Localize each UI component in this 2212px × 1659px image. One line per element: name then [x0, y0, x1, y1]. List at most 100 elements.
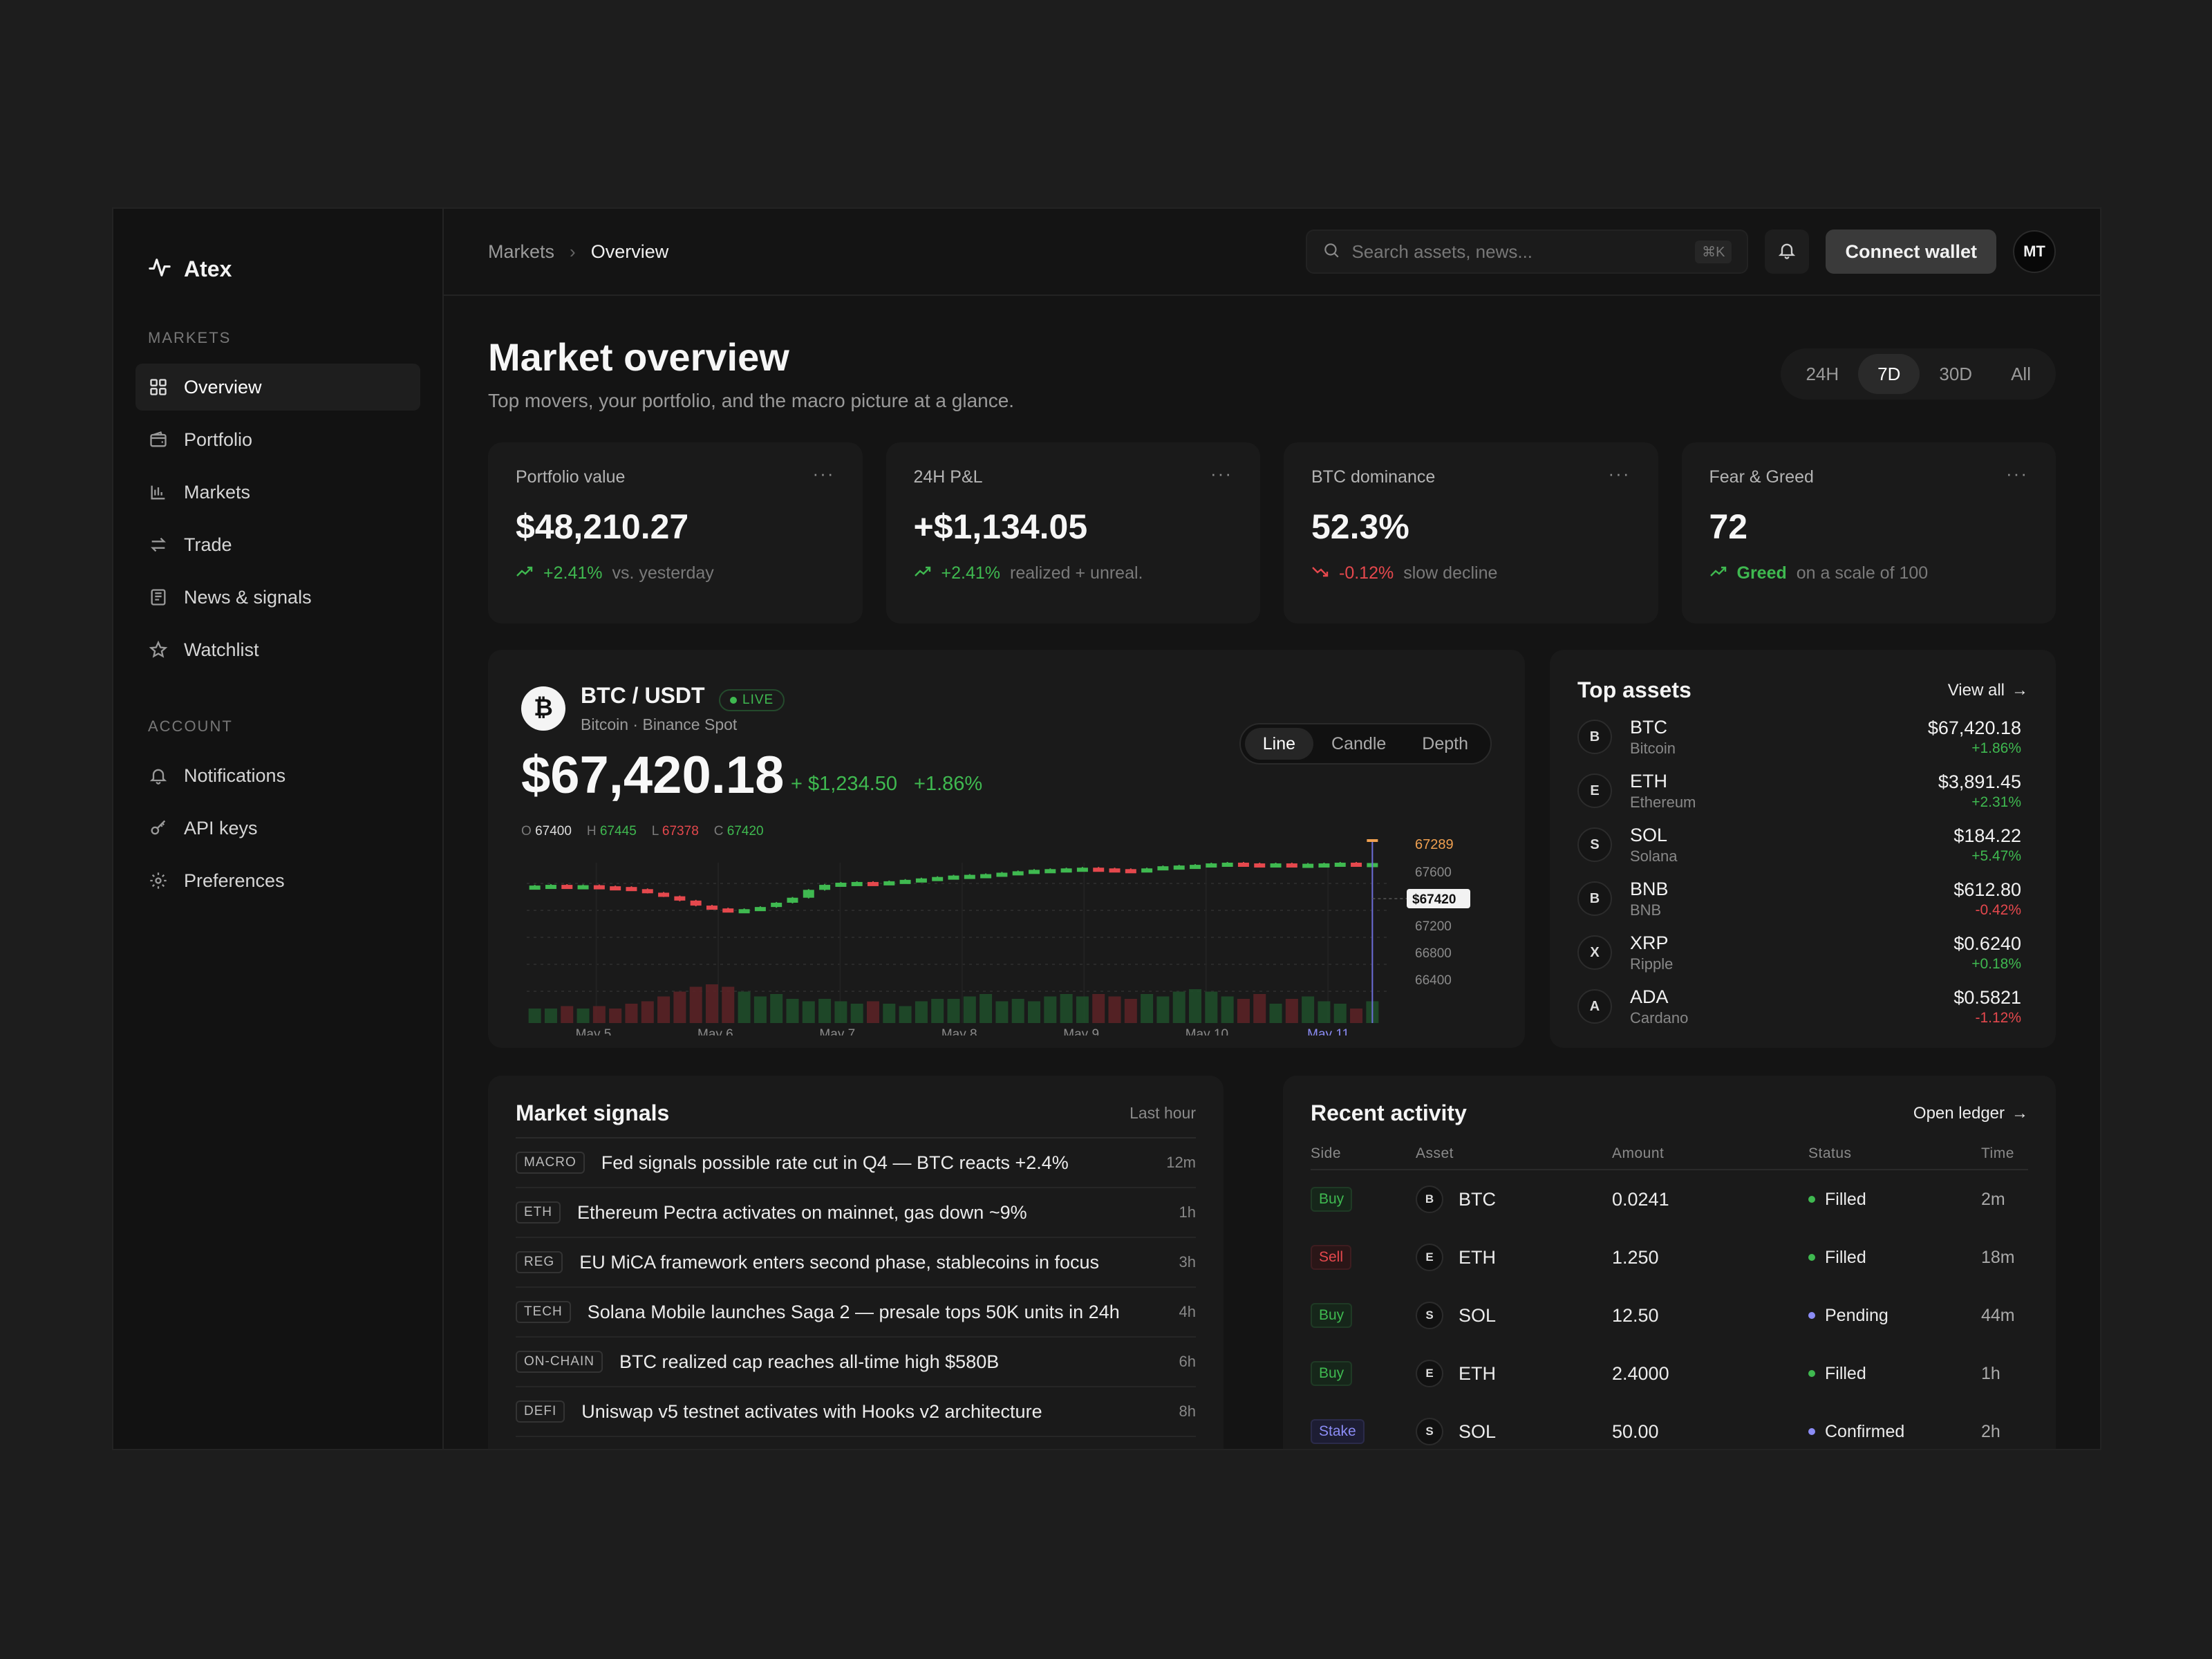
- signal-row[interactable]: MACRO Fed signals possible rate cut in Q4…: [516, 1138, 1196, 1188]
- volume-bar: [1124, 999, 1137, 1023]
- candle-body: [883, 881, 895, 885]
- activity-row[interactable]: Buy E ETH 2.4000 Filled 1h: [1311, 1344, 2028, 1403]
- asset-info: SOL Solana: [1630, 825, 1678, 865]
- brand[interactable]: Atex: [135, 209, 420, 329]
- volume-bar: [592, 1006, 606, 1023]
- signal-row[interactable]: TECH Solana Mobile launches Saga 2 — pres…: [516, 1288, 1196, 1338]
- candle-body: [980, 874, 992, 879]
- asset-row[interactable]: A ADA Cardano $0.5821 -1.12%: [1577, 980, 2028, 1033]
- view-all-link[interactable]: View all →: [1948, 681, 2028, 700]
- asset-change: +2.31%: [1971, 794, 2021, 810]
- side-badge: Sell: [1311, 1245, 1352, 1270]
- side-badge: Buy: [1311, 1303, 1353, 1328]
- topbar-actions: Search assets, news... ⌘K Connect wallet…: [1306, 229, 2056, 274]
- asset-price-block: $3,891.45 +2.31%: [1938, 771, 2028, 811]
- signal-row[interactable]: DEFI Uniswap v5 testnet activates with Ho…: [516, 1387, 1196, 1437]
- activity-row[interactable]: Sell E ETH 1.250 Filled 18m: [1311, 1228, 2028, 1286]
- gear-icon: [148, 870, 169, 891]
- activity-row[interactable]: Stake S SOL 50.00 Confirmed 2h: [1311, 1403, 2028, 1449]
- x-tick-label: May 9: [1063, 1027, 1099, 1035]
- range-tab-all[interactable]: All: [2011, 363, 2031, 384]
- avatar[interactable]: MT: [2013, 230, 2056, 273]
- volume-bar: [705, 984, 718, 1023]
- sidebar-item-trade[interactable]: Trade: [135, 521, 420, 568]
- price-chart-card: ₿ BTC / USDT LIVE Bitcoin · Binance Spot…: [488, 650, 1525, 1048]
- candle-body: [610, 886, 621, 891]
- asset-price-block: $0.6240 +0.18%: [1953, 933, 2028, 973]
- sidebar-item-overview[interactable]: Overview: [135, 364, 420, 411]
- sidebar-item-preferences[interactable]: Preferences: [135, 857, 420, 904]
- price-chart[interactable]: 67289 67600 67200 66800 66400 $67420 May 5 May …: [520, 828, 1501, 1035]
- ohlc-open: O 67400: [521, 824, 572, 838]
- more-icon[interactable]: ···: [2006, 463, 2028, 484]
- asset-change: -1.12%: [1975, 1009, 2021, 1026]
- signal-row[interactable]: ON-CHAIN BTC realized cap reaches all-tim…: [516, 1338, 1196, 1387]
- sidebar-item-label: Watchlist: [184, 639, 259, 660]
- range-tab-7d[interactable]: 7D: [1858, 354, 1920, 394]
- more-icon[interactable]: ···: [1608, 463, 1631, 484]
- top-assets-title: Top assets: [1577, 677, 1691, 702]
- asset-name: Cardano: [1630, 1009, 1689, 1027]
- asset-row[interactable]: E ETH Ethereum $3,891.45 +2.31%: [1577, 764, 2028, 818]
- time-cell: 18m: [1981, 1247, 2015, 1267]
- tab-candle[interactable]: Candle: [1331, 733, 1387, 753]
- signal-text: Ethereum Pectra activates on mainnet, ga…: [577, 1201, 1027, 1223]
- status-dot-icon: [1808, 1370, 1815, 1377]
- sidebar-item-portfolio[interactable]: Portfolio: [135, 416, 420, 463]
- activity-row[interactable]: Buy S SOL 12.50 Pending 44m: [1311, 1286, 2028, 1344]
- signal-row[interactable]: REG EU MiCA framework enters second phase…: [516, 1238, 1196, 1288]
- candle-body: [641, 889, 653, 894]
- asset-row[interactable]: B BTC Bitcoin $67,420.18 +1.86%: [1577, 710, 2028, 764]
- sidebar-item-markets[interactable]: Markets: [135, 469, 420, 516]
- range-tabs: 24H 7D 30D All: [1781, 348, 2056, 400]
- col-time: Time: [1981, 1145, 2014, 1161]
- sidebar-item-news[interactable]: News & signals: [135, 574, 420, 621]
- asset-badge-icon: E: [1416, 1360, 1443, 1387]
- price-change-abs: + $1,234.50: [791, 773, 898, 795]
- activity-row[interactable]: Buy B BTC 0.0241 Filled 2m: [1311, 1170, 2028, 1228]
- search-input[interactable]: Search assets, news... ⌘K: [1306, 229, 1749, 274]
- asset-symbol: BNB: [1630, 878, 1669, 899]
- candle-body: [722, 908, 734, 913]
- range-tab-30d[interactable]: 30D: [1939, 363, 1973, 384]
- connect-wallet-button[interactable]: Connect wallet: [1826, 229, 1996, 274]
- sidebar-item-notifications[interactable]: Notifications: [135, 752, 420, 799]
- candle-body: [1093, 868, 1105, 872]
- status-label: Pending: [1825, 1305, 1888, 1325]
- candle-body: [690, 900, 702, 906]
- open-ledger-link[interactable]: Open ledger →: [1913, 1104, 2028, 1123]
- sidebar-item-api-keys[interactable]: API keys: [135, 805, 420, 852]
- more-icon[interactable]: ···: [1210, 463, 1232, 484]
- bell-icon: [148, 765, 169, 786]
- ohlc-close: C 67420: [713, 824, 764, 838]
- breadcrumb-markets[interactable]: Markets: [488, 241, 555, 262]
- volume-bar: [1189, 989, 1202, 1023]
- asset-row[interactable]: S SOL Solana $184.22 +5.47%: [1577, 818, 2028, 872]
- notifications-button[interactable]: [1765, 229, 1810, 274]
- tab-line[interactable]: Line: [1244, 728, 1314, 760]
- breadcrumb: Markets › Overview: [488, 241, 668, 263]
- candle-body: [803, 890, 814, 898]
- tab-depth[interactable]: Depth: [1422, 733, 1468, 753]
- more-icon[interactable]: ···: [812, 463, 835, 484]
- candle-body: [1286, 863, 1297, 868]
- asset-row[interactable]: X XRP Ripple $0.6240 +0.18%: [1577, 926, 2028, 980]
- stat-change: +2.41%: [543, 563, 603, 583]
- status-dot-icon: [1808, 1312, 1815, 1319]
- candle-body: [964, 874, 975, 879]
- status-cell: Filled: [1808, 1190, 1981, 1210]
- side-badge: Buy: [1311, 1187, 1353, 1212]
- volume-bar: [915, 1001, 928, 1023]
- signal-row[interactable]: ETH Ethereum Pectra activates on mainnet,…: [516, 1188, 1196, 1238]
- asset-badge-icon: B: [1416, 1185, 1443, 1213]
- side-badge: Buy: [1311, 1361, 1353, 1386]
- main-area: Markets › Overview Search assets, news..…: [444, 209, 2100, 1449]
- candle-body: [1076, 868, 1088, 872]
- page-subtitle: Top movers, your portfolio, and the macr…: [488, 390, 1015, 411]
- asset-row[interactable]: B BNB BNB $612.80 -0.42%: [1577, 872, 2028, 926]
- sidebar-item-watchlist[interactable]: Watchlist: [135, 626, 420, 673]
- asset-badge-icon: X: [1577, 935, 1612, 970]
- x-tick-label: May 6: [697, 1027, 733, 1035]
- activity-table-body: Buy B BTC 0.0241 Filled 2m Sell E ETH 1.250 Filled…: [1311, 1170, 2028, 1449]
- range-tab-24h[interactable]: 24H: [1806, 363, 1839, 384]
